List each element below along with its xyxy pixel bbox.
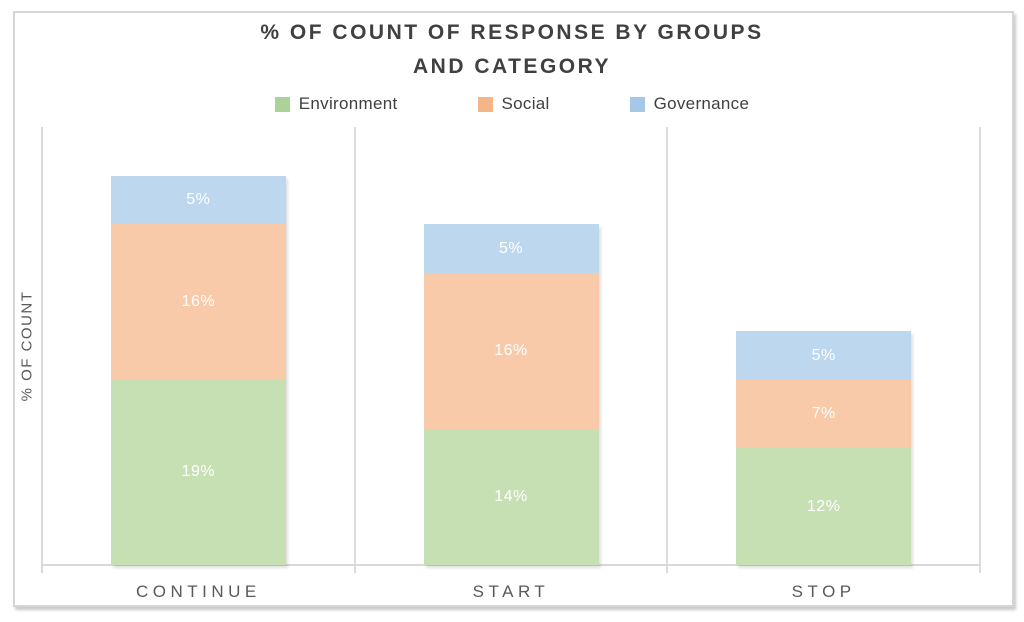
chart-title: % OF COUNT OF RESPONSE BY GROUPS AND CAT… — [0, 16, 1024, 84]
chart-title-line-1: % OF COUNT OF RESPONSE BY GROUPS — [260, 21, 764, 44]
bar-segment-governance-continue: 5% — [110, 175, 286, 225]
data-label: 14% — [494, 487, 528, 505]
legend-label: Social — [501, 94, 550, 113]
data-label: 16% — [181, 293, 216, 311]
category-label-continue: CONTINUE — [135, 582, 261, 601]
category-label-stop: STOP — [791, 582, 856, 601]
legend-item-environment: Environment — [274, 94, 398, 114]
data-label: 5% — [498, 239, 524, 257]
bar-segment-social-continue: 16% — [110, 224, 286, 381]
bar-continue: 5% 16% 19% — [110, 175, 286, 565]
data-label: 7% — [811, 405, 836, 423]
data-label: 12% — [806, 497, 841, 515]
category-separator-line — [353, 127, 356, 573]
chart-title-line-2: AND CATEGORY — [413, 55, 611, 78]
data-label: 5% — [186, 190, 211, 208]
bar-segment-environment-stop: 12% — [736, 448, 912, 565]
category-label-start: START — [472, 582, 550, 601]
y-axis-title: % OF COUNT — [18, 290, 36, 402]
x-axis-line — [41, 564, 981, 566]
bar-segment-social-stop: 7% — [736, 380, 912, 449]
legend-marker-icon — [629, 96, 645, 112]
bar-segment-environment-continue: 19% — [110, 380, 286, 565]
bar-segment-governance-stop: 5% — [736, 331, 912, 381]
bar-segment-governance-start: 5% — [423, 224, 599, 273]
legend-item-social: Social — [477, 94, 550, 114]
category-separator-line — [666, 127, 669, 573]
legend-item-governance: Governance — [629, 94, 750, 114]
legend-marker-icon — [274, 96, 290, 112]
legend-label: Environment — [298, 94, 398, 113]
data-label: 5% — [811, 346, 836, 364]
bar-segment-social-start: 16% — [423, 272, 599, 429]
chart-legend: Environment Social Governance — [0, 92, 1024, 116]
legend-label: Governance — [653, 94, 750, 113]
category-separator-line — [979, 127, 981, 573]
y-axis-line — [41, 127, 43, 573]
bar-segment-environment-start: 14% — [423, 428, 599, 565]
legend-marker-icon — [477, 96, 493, 112]
data-label: 16% — [494, 341, 528, 359]
bar-stop: 5% 7% 12% — [736, 331, 912, 565]
bar-start: 5% 16% 14% — [423, 224, 599, 565]
data-label: 19% — [181, 463, 216, 481]
